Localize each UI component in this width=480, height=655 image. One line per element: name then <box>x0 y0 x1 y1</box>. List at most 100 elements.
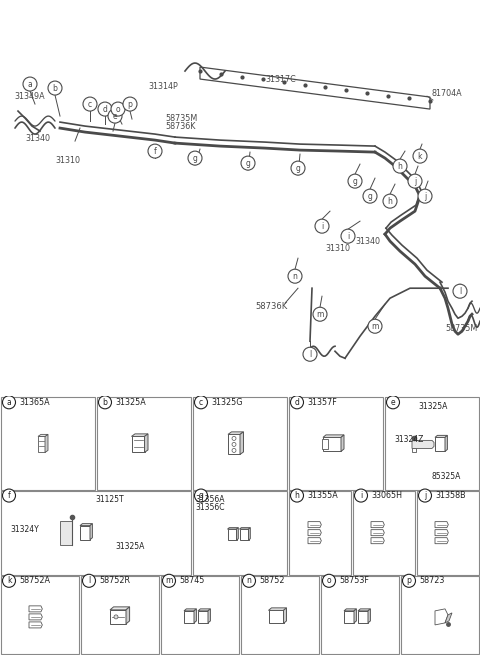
Text: i: i <box>321 221 323 231</box>
Bar <box>97 398 191 489</box>
Text: 31310: 31310 <box>55 156 80 164</box>
Circle shape <box>148 144 162 158</box>
Polygon shape <box>198 611 208 623</box>
Bar <box>241 576 319 654</box>
Circle shape <box>419 489 432 502</box>
Text: d: d <box>295 398 300 407</box>
Circle shape <box>393 159 407 173</box>
Polygon shape <box>435 438 445 451</box>
Bar <box>1 491 191 575</box>
Polygon shape <box>322 440 328 449</box>
Polygon shape <box>435 436 447 438</box>
Bar <box>193 491 287 575</box>
Text: o: o <box>327 576 331 586</box>
Circle shape <box>313 307 327 321</box>
Circle shape <box>123 97 137 111</box>
Text: p: p <box>128 100 132 109</box>
Polygon shape <box>323 435 344 438</box>
Polygon shape <box>208 609 210 623</box>
Polygon shape <box>412 449 416 453</box>
Polygon shape <box>435 530 448 536</box>
Bar <box>161 576 239 654</box>
Polygon shape <box>132 436 144 453</box>
Polygon shape <box>132 434 148 436</box>
Bar <box>353 491 415 575</box>
Bar <box>1 576 79 654</box>
Circle shape <box>83 574 96 588</box>
Text: k: k <box>7 576 11 586</box>
Text: 58753F: 58753F <box>339 576 369 586</box>
Polygon shape <box>240 529 249 540</box>
Polygon shape <box>344 609 356 611</box>
Text: e: e <box>113 111 117 121</box>
Polygon shape <box>110 607 130 610</box>
Text: j: j <box>414 177 416 185</box>
Polygon shape <box>358 609 371 611</box>
Text: c: c <box>199 398 203 407</box>
Circle shape <box>403 574 416 588</box>
Polygon shape <box>90 523 92 540</box>
Circle shape <box>188 151 202 165</box>
Text: k: k <box>418 151 422 160</box>
Text: p: p <box>407 576 411 586</box>
Polygon shape <box>144 434 148 453</box>
Text: 58735M: 58735M <box>445 324 477 333</box>
Circle shape <box>288 269 302 283</box>
Polygon shape <box>249 528 250 540</box>
Circle shape <box>23 77 37 91</box>
Polygon shape <box>284 608 287 624</box>
Polygon shape <box>268 610 284 624</box>
Circle shape <box>290 396 303 409</box>
Circle shape <box>98 102 112 116</box>
Polygon shape <box>435 521 448 528</box>
Text: 58752R: 58752R <box>99 576 130 586</box>
Circle shape <box>2 396 15 409</box>
Polygon shape <box>38 434 48 436</box>
Text: 33065H: 33065H <box>371 491 402 500</box>
Polygon shape <box>412 440 434 449</box>
Circle shape <box>111 102 125 116</box>
Circle shape <box>232 449 236 453</box>
Circle shape <box>98 396 111 409</box>
Text: n: n <box>293 272 298 281</box>
Circle shape <box>303 347 317 362</box>
Polygon shape <box>371 530 384 536</box>
Polygon shape <box>354 609 356 623</box>
Text: m: m <box>165 576 173 586</box>
Polygon shape <box>80 525 90 540</box>
Circle shape <box>383 194 397 208</box>
Text: g: g <box>368 192 372 200</box>
Text: i: i <box>347 232 349 240</box>
Polygon shape <box>371 521 384 528</box>
Text: n: n <box>247 576 252 586</box>
Bar <box>321 576 399 654</box>
Polygon shape <box>268 608 287 610</box>
Circle shape <box>2 489 15 502</box>
Text: j: j <box>424 192 426 200</box>
Text: 31310: 31310 <box>325 244 350 253</box>
Text: h: h <box>387 196 393 206</box>
Polygon shape <box>240 528 250 529</box>
Text: d: d <box>103 105 108 113</box>
Text: 31325A: 31325A <box>418 402 447 411</box>
Text: 31325G: 31325G <box>211 398 242 407</box>
Polygon shape <box>237 528 238 540</box>
Polygon shape <box>435 609 448 625</box>
Text: h: h <box>397 162 402 170</box>
Polygon shape <box>368 609 371 623</box>
Text: j: j <box>424 491 426 500</box>
Text: f: f <box>8 491 11 500</box>
Bar <box>417 491 479 575</box>
Polygon shape <box>445 436 447 451</box>
Text: 81704A: 81704A <box>432 88 463 98</box>
Polygon shape <box>80 523 92 525</box>
Circle shape <box>114 615 118 619</box>
Bar <box>401 576 479 654</box>
Circle shape <box>83 97 97 111</box>
Text: 31357F: 31357F <box>307 398 337 407</box>
Text: g: g <box>199 491 204 500</box>
Circle shape <box>368 319 382 333</box>
Text: 58735M: 58735M <box>165 113 197 122</box>
Circle shape <box>163 574 176 588</box>
Polygon shape <box>29 606 42 612</box>
